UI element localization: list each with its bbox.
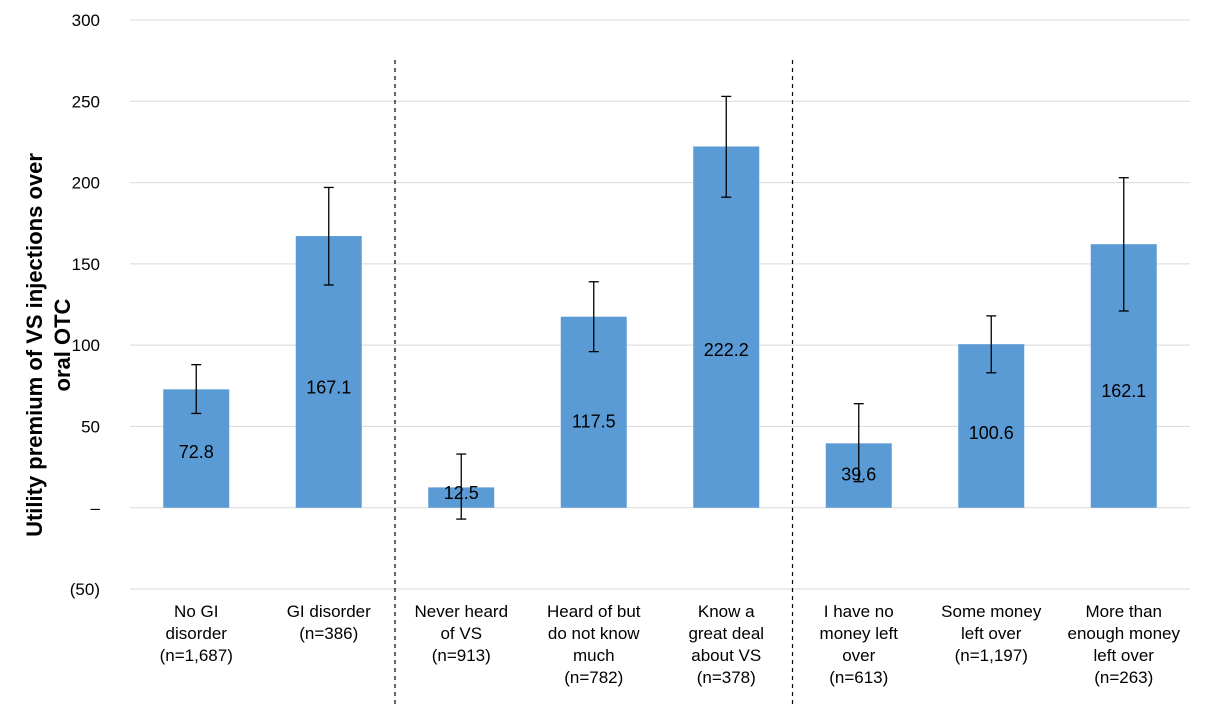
x-axis-categories: No GI disorder (n=1,687) GI disorder (n=386)… (160, 602, 1181, 687)
category-label-line: (n=386) (299, 624, 358, 643)
category-label: No GI disorder (n=1,687) (160, 602, 233, 665)
category-label-line: (n=613) (829, 668, 888, 687)
category-label-line: Heard of but (547, 602, 641, 621)
category-label-line: left over (1094, 646, 1155, 665)
category-label-line: much (573, 646, 615, 665)
category-label: Heard of but do not know much (n=782) (547, 602, 641, 687)
category-label-line: (n=913) (432, 646, 491, 665)
y-axis-title-line: Utility premium of VS injections over (22, 153, 47, 537)
bar (693, 146, 760, 508)
category-label-line: (n=1,687) (160, 646, 233, 665)
y-tick-label: 100 (72, 336, 100, 355)
category-label-line: do not know (548, 624, 640, 643)
category-label-line: over (842, 646, 875, 665)
data-label: 222.2 (704, 340, 749, 360)
category-label-line: (n=378) (697, 668, 756, 687)
data-label: 167.1 (306, 378, 351, 398)
category-label-line: enough money (1068, 624, 1181, 643)
data-label: 72.8 (179, 442, 214, 462)
y-tick-label: 200 (72, 174, 100, 193)
category-label-line: Know a (698, 602, 755, 621)
category-label-line: I have no (824, 602, 894, 621)
category-label-line: of VS (440, 624, 482, 643)
category-label: GI disorder (n=386) (287, 602, 371, 643)
y-tick-label: (50) (70, 580, 100, 599)
category-label: Know a great deal about VS (n=378) (688, 602, 764, 687)
y-tick-label: 50 (81, 417, 100, 436)
category-label-line: GI disorder (287, 602, 371, 621)
category-label-line: Never heard (414, 602, 508, 621)
category-label-line: (n=263) (1094, 668, 1153, 687)
y-tick-label: 150 (72, 255, 100, 274)
error-bars (191, 95, 1129, 520)
data-label: 162.1 (1101, 381, 1146, 401)
y-axis-ticks: (50) – 50 100 150 200 250 300 (70, 11, 101, 599)
category-label-line: (n=1,197) (955, 646, 1028, 665)
category-label-line: great deal (688, 624, 764, 643)
category-label-line: More than (1085, 602, 1162, 621)
gridlines (130, 19, 1190, 590)
category-label-line: about VS (691, 646, 761, 665)
group-separators (394, 60, 794, 704)
y-tick-label: 300 (72, 11, 100, 30)
y-tick-label: – (91, 499, 101, 518)
data-label: 117.5 (572, 411, 616, 431)
bars (163, 146, 1157, 508)
y-axis-title: Utility premium of VS injections over ora… (22, 153, 75, 537)
data-label: 39.6 (841, 465, 876, 485)
y-tick-label: 250 (72, 92, 100, 111)
category-label-line: left over (961, 624, 1022, 643)
category-label-line: disorder (166, 624, 228, 643)
category-label-line: (n=782) (564, 668, 623, 687)
data-label: 100.6 (969, 423, 1014, 443)
category-label: Never heard of VS (n=913) (414, 602, 508, 665)
data-labels: 72.8 167.1 12.5 117.5 222.2 39.6 100.6 162.1 (179, 340, 1147, 503)
y-axis-title-line: oral OTC (50, 298, 75, 391)
category-label: Some money left over (n=1,197) (941, 602, 1042, 665)
category-label-line: No GI (174, 602, 218, 621)
data-label: 12.5 (444, 483, 479, 503)
category-label-line: Some money (941, 602, 1042, 621)
category-label: More than enough money left over (n=263) (1068, 602, 1181, 687)
category-label-line: money left (820, 624, 899, 643)
category-label: I have no money left over (n=613) (820, 602, 899, 687)
